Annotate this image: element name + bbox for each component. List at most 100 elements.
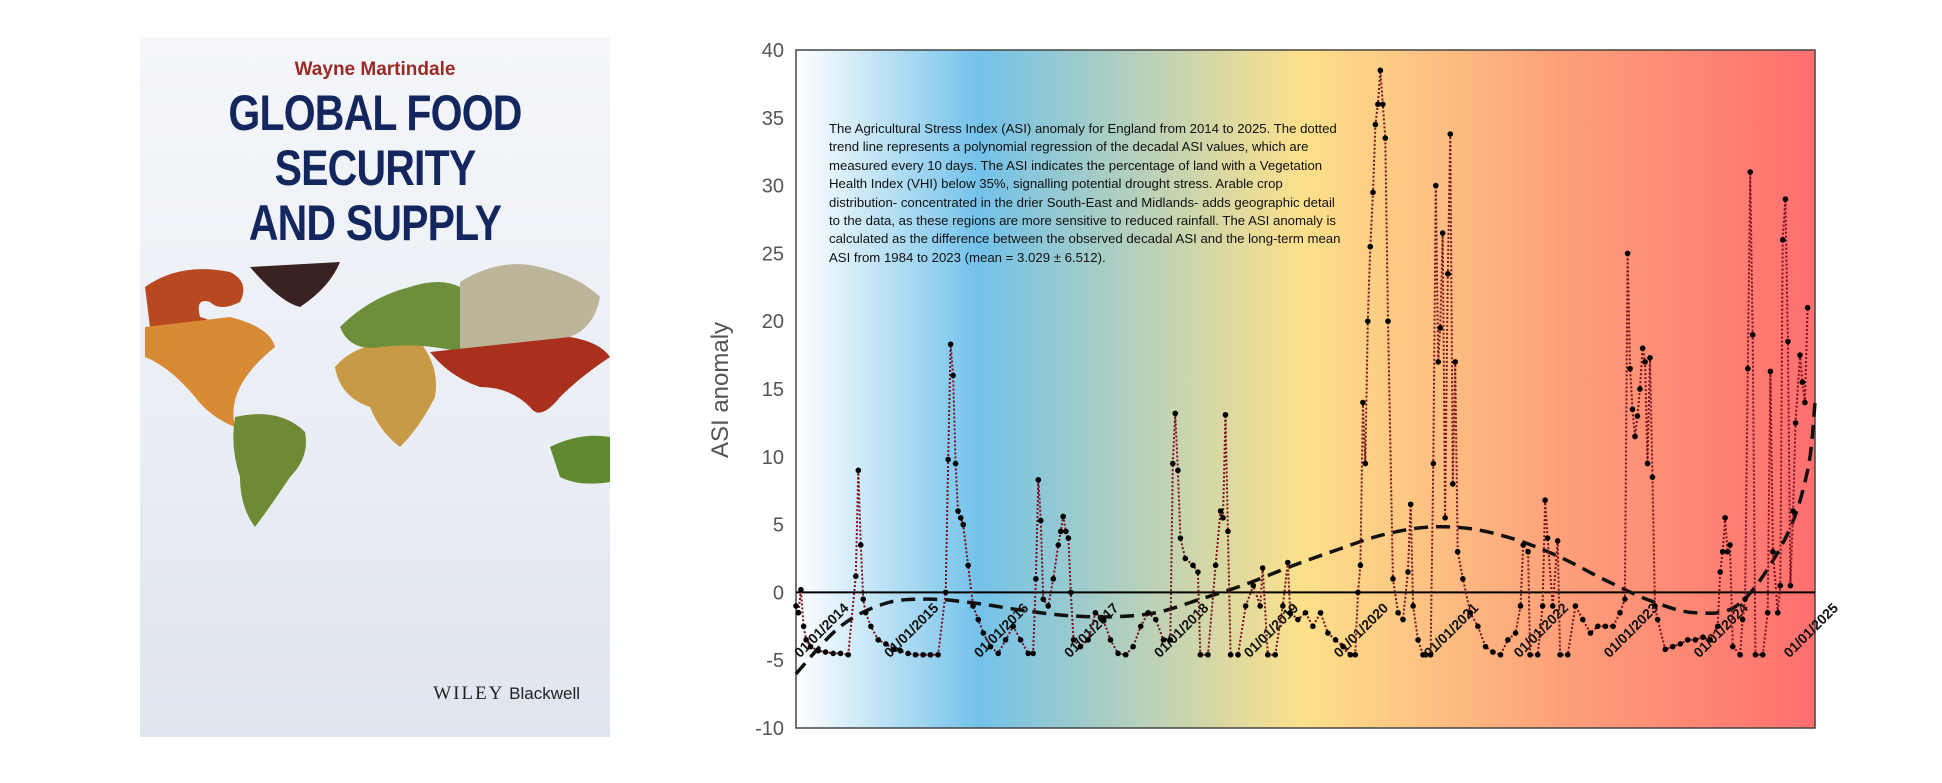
data-point <box>1160 637 1167 643</box>
data-point <box>860 596 867 602</box>
africa-mustard-seeds <box>335 341 436 447</box>
data-point <box>1622 596 1628 602</box>
data-point <box>1639 345 1646 352</box>
publisher-sub: Blackwell <box>509 684 580 703</box>
trend-line <box>794 402 1817 675</box>
data-point <box>868 623 874 630</box>
data-point <box>1070 637 1077 643</box>
book-cover: Wayne Martindale GLOBAL FOOD SECURITY AN… <box>140 37 610 737</box>
data-point <box>800 623 807 630</box>
data-point <box>1017 637 1024 643</box>
data-point <box>1632 433 1638 440</box>
data-point <box>1395 609 1401 616</box>
book-title-line-2: SECURITY <box>274 140 477 196</box>
data-point <box>855 467 862 474</box>
europe-herbs <box>340 282 460 352</box>
data-point <box>1490 649 1496 655</box>
data-point <box>1380 101 1386 108</box>
publisher-logo: WILEY Blackwell <box>433 683 580 705</box>
data-point <box>1700 634 1706 640</box>
data-point <box>1410 603 1416 609</box>
data-point <box>1634 413 1641 419</box>
data-point <box>1100 616 1106 623</box>
data-point <box>1454 548 1461 555</box>
data-point <box>980 630 987 636</box>
book-author: Wayne Martindale <box>294 59 456 80</box>
chart-annotation: The Agricultural Stress Index (ASI) anom… <box>829 121 1341 265</box>
data-point <box>1777 582 1784 589</box>
data-point <box>1799 379 1806 386</box>
data-point <box>1770 548 1776 555</box>
data-point <box>853 573 859 579</box>
data-point <box>965 562 971 569</box>
data-point <box>1280 603 1286 609</box>
data-point <box>1065 535 1072 541</box>
y-tick-label: 35 <box>762 108 784 130</box>
data-point <box>1284 559 1291 566</box>
data-point <box>1779 237 1786 243</box>
data-point <box>975 616 982 623</box>
data-point <box>1724 548 1731 555</box>
data-point <box>1534 651 1541 658</box>
data-point <box>1437 325 1444 331</box>
book-title-line-1: GLOBAL FOOD <box>228 85 522 141</box>
data-point <box>1707 637 1713 643</box>
data-point <box>1377 67 1384 74</box>
data-point <box>1145 609 1151 616</box>
data-point <box>1644 460 1651 467</box>
data-point <box>955 508 961 514</box>
data-point <box>1122 651 1129 658</box>
data-point <box>1169 460 1176 467</box>
publisher-main: WILEY <box>433 683 505 704</box>
data-point <box>1355 589 1361 596</box>
data-point <box>1362 460 1369 467</box>
data-point <box>1385 318 1391 325</box>
y-tick-label: 25 <box>762 243 784 265</box>
data-point <box>1272 651 1279 658</box>
data-point <box>1407 501 1414 508</box>
data-point <box>1055 542 1062 548</box>
data-point <box>1797 352 1803 358</box>
data-point <box>1505 637 1511 643</box>
data-point <box>1520 542 1526 548</box>
data-point <box>1037 517 1044 524</box>
data-point <box>1382 135 1389 141</box>
data-point <box>1365 318 1371 325</box>
data-point <box>1629 406 1636 413</box>
y-tick-label: 10 <box>762 447 784 469</box>
data-point <box>1172 410 1179 417</box>
data-point <box>1025 650 1032 657</box>
data-point <box>1624 250 1631 257</box>
data-point <box>1050 576 1057 582</box>
book-title-line-3: AND SUPPLY <box>248 195 502 251</box>
data-point <box>1714 623 1721 630</box>
data-point <box>1475 623 1481 630</box>
data-point <box>1310 623 1316 630</box>
data-point <box>1432 182 1439 189</box>
data-point <box>1372 121 1379 128</box>
data-point <box>1652 603 1658 609</box>
data-point <box>970 603 976 609</box>
data-point <box>1222 411 1229 418</box>
data-point <box>1602 623 1609 630</box>
data-point <box>1340 643 1346 650</box>
data-point <box>1435 359 1442 365</box>
data-point <box>960 521 967 528</box>
data-point <box>1092 609 1099 616</box>
data-point <box>1033 576 1039 582</box>
y-tick-label: 15 <box>762 379 784 401</box>
south-america-herbs <box>233 414 306 527</box>
data-point <box>1467 609 1474 616</box>
data-point <box>1802 399 1808 406</box>
y-tick-label: -5 <box>766 650 784 672</box>
data-point <box>1460 576 1466 582</box>
data-point <box>1790 508 1796 514</box>
data-point <box>1722 515 1728 521</box>
data-point <box>1642 359 1648 365</box>
data-point <box>1332 637 1339 643</box>
data-point <box>1747 169 1754 175</box>
data-point <box>1764 609 1771 616</box>
data-point <box>1060 513 1066 520</box>
data-point <box>1542 497 1548 503</box>
data-point <box>1167 637 1174 643</box>
